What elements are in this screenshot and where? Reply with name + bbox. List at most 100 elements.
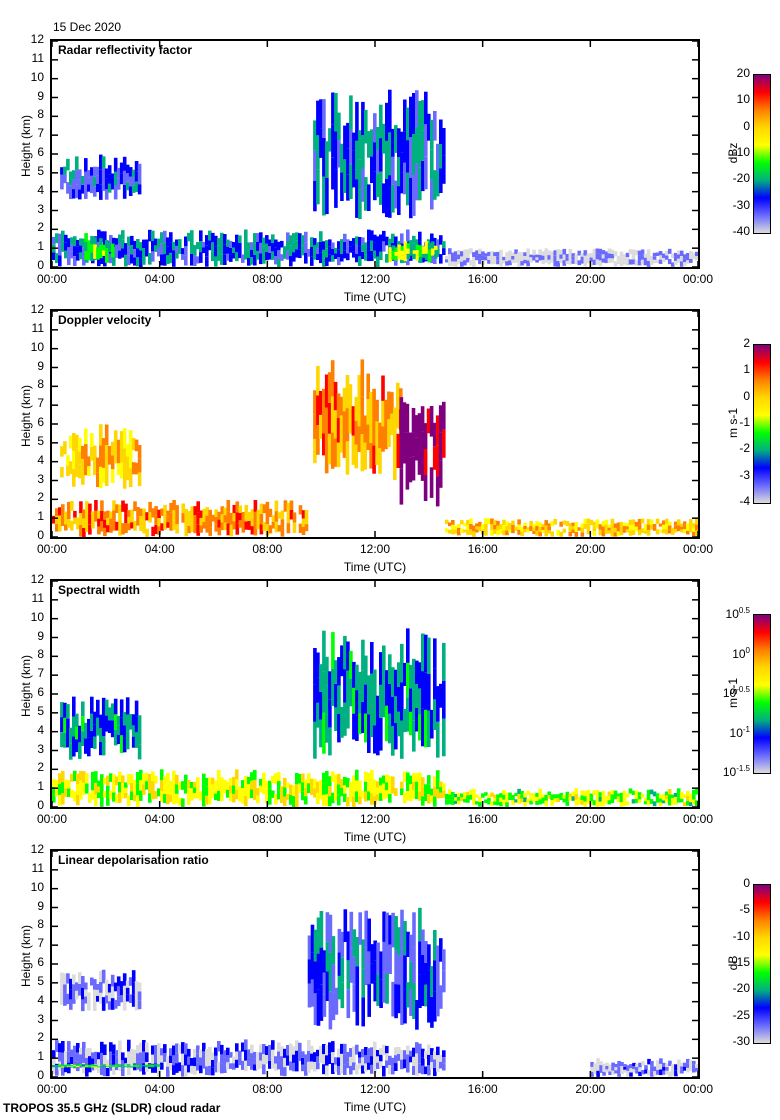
- heatmap-cell: [322, 772, 326, 784]
- heatmap-cell: [631, 249, 636, 255]
- heatmap-cell: [280, 527, 285, 537]
- heatmap-cell: [457, 254, 461, 260]
- heatmap-cell: [487, 259, 491, 264]
- heatmap-cell: [445, 793, 449, 800]
- heatmap-cell: [668, 1060, 672, 1066]
- heatmap-cell: [409, 1056, 413, 1063]
- heatmap-cell: [529, 254, 533, 258]
- heatmap-cell: [403, 709, 407, 733]
- heatmap-cell: [406, 931, 410, 957]
- heatmap-cell: [424, 672, 428, 710]
- y-tick-label: 12: [30, 302, 44, 316]
- heatmap-cell: [382, 775, 386, 784]
- heatmap-cell: [196, 791, 200, 799]
- heatmap-cell: [205, 777, 209, 787]
- heatmap-cell: [607, 253, 612, 259]
- heatmap-cell: [601, 526, 606, 532]
- heatmap-cell: [406, 107, 410, 141]
- heatmap-cell: [58, 1066, 62, 1068]
- heatmap-cell: [442, 128, 446, 156]
- heatmap-cell: [346, 641, 350, 671]
- heatmap-cell: [121, 1068, 125, 1077]
- heatmap-cell: [124, 243, 128, 255]
- heatmap-cell: [301, 791, 305, 801]
- heatmap-cell: [529, 800, 533, 805]
- heatmap-cell: [400, 948, 404, 987]
- heatmap-cell: [328, 796, 332, 807]
- heatmap-cell: [156, 1065, 161, 1067]
- heatmap-cell: [131, 714, 136, 726]
- heatmap-cell: [676, 519, 681, 526]
- heatmap-cell: [625, 257, 630, 262]
- heatmap-cell: [682, 794, 687, 799]
- heatmap-cell: [241, 795, 245, 804]
- heatmap-cell: [550, 520, 554, 527]
- heatmap-cell: [337, 140, 341, 168]
- heatmap-cell: [670, 253, 675, 259]
- heatmap-cell: [133, 240, 137, 250]
- heatmap-cell: [325, 1055, 329, 1066]
- heatmap-cell: [99, 184, 103, 200]
- heatmap-cell: [520, 531, 524, 537]
- heatmap-cell: [544, 530, 548, 537]
- heatmap-cell: [418, 714, 422, 741]
- panel-1: Radar reflectivity factor 0 1 2 3 4 5 6 7 8 9 10 11 1…: [0, 0, 780, 304]
- heatmap-cell: [85, 511, 89, 522]
- heatmap-cell: [181, 254, 185, 260]
- heatmap-cell: [241, 518, 246, 526]
- heatmap-cell: [66, 973, 70, 984]
- heatmap-cell: [139, 1042, 143, 1053]
- heatmap-cell: [63, 732, 67, 748]
- heatmap-cell: [373, 1052, 377, 1063]
- heatmap-cell: [259, 503, 264, 514]
- heatmap-cell: [640, 254, 645, 260]
- heatmap-cell: [418, 941, 422, 975]
- heatmap-cell: [547, 255, 551, 260]
- heatmap-cell: [81, 471, 85, 485]
- y-tick-label: 1: [37, 779, 44, 794]
- heatmap-cell: [131, 736, 136, 748]
- heatmap-cell: [79, 238, 83, 246]
- heatmap-cell: [631, 259, 636, 265]
- heatmap-cell: [253, 779, 257, 790]
- heatmap-cell: [355, 791, 359, 802]
- heatmap-cell: [316, 248, 320, 255]
- heatmap-cell: [81, 731, 85, 746]
- heatmap-cell: [84, 989, 88, 997]
- heatmap-cell: [119, 431, 124, 447]
- heatmap-cell: [343, 250, 347, 259]
- heatmap-cell: [211, 251, 215, 262]
- heatmap-cell: [319, 779, 323, 787]
- heatmap-cell: [137, 982, 142, 992]
- heatmap-cell: [421, 246, 426, 251]
- heatmap-cell: [583, 518, 588, 524]
- heatmap-cell: [650, 1060, 654, 1067]
- heatmap-cell: [138, 1065, 143, 1067]
- heatmap-cell: [232, 1063, 236, 1070]
- heatmap-cell: [265, 1055, 269, 1064]
- heatmap-cell: [629, 1072, 633, 1077]
- heatmap-cell: [493, 529, 497, 534]
- heatmap-cell: [90, 433, 94, 447]
- heatmap-cell: [475, 255, 479, 261]
- heatmap-cell: [72, 170, 76, 180]
- heatmap-cell: [116, 986, 121, 997]
- heatmap-cell: [523, 792, 527, 798]
- heatmap-cell: [532, 797, 536, 802]
- heatmap-cell: [280, 1065, 284, 1076]
- heatmap-cell: [187, 511, 191, 519]
- heatmap-cell: [135, 1065, 140, 1067]
- heatmap-cell: [322, 388, 326, 411]
- plot-area: [50, 39, 700, 269]
- heatmap-cell: [409, 711, 413, 736]
- heatmap-cell: [124, 793, 128, 799]
- heatmap-cell: [319, 786, 323, 793]
- heatmap-cell: [115, 251, 119, 258]
- heatmap-cell: [250, 1044, 254, 1054]
- heatmap-cell: [235, 1043, 239, 1052]
- heatmap-cell: [643, 257, 648, 262]
- heatmap-cell: [610, 794, 615, 799]
- heatmap-cell: [160, 1048, 164, 1056]
- heatmap-cell: [415, 244, 420, 251]
- heatmap-cell: [520, 794, 524, 799]
